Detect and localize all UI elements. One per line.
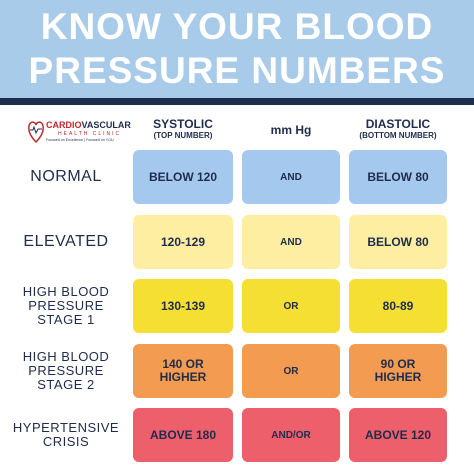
column-title: SYSTOLIC <box>153 117 213 131</box>
logo-name-part: CARDIO <box>46 120 82 130</box>
table-cell: 130-139 <box>133 279 233 333</box>
row-label-line: NORMAL <box>30 168 102 185</box>
row-label: HYPERTENSIVE CRISIS <box>0 408 132 462</box>
table-cell: AND <box>242 215 340 269</box>
table-cell: AND/OR <box>242 408 340 462</box>
table-cell: 120-129 <box>133 215 233 269</box>
column-header: SYSTOLIC (TOP NUMBER) <box>133 118 233 141</box>
logo: CARDIOVASCULAR HEALTH CLINIC Focused on … <box>28 118 131 150</box>
row-label: HIGH BLOOD PRESSURE STAGE 2 <box>0 344 132 398</box>
row-label-line: HIGH BLOOD <box>22 349 110 364</box>
row-label-line: HYPERTENSIVE <box>12 420 120 435</box>
table-cell: BELOW 120 <box>133 150 233 204</box>
row-label-line: STAGE 1 <box>37 312 95 327</box>
logo-heart-icon <box>28 121 44 144</box>
row-label-line: PRESSURE <box>28 298 104 313</box>
table-cell: 80-89 <box>349 279 447 333</box>
table-cell: BELOW 80 <box>349 150 447 204</box>
column-header: mm Hg <box>242 124 340 137</box>
table-cell: ABOVE 180 <box>133 408 233 462</box>
row-label-line: CRISIS <box>42 434 90 449</box>
logo-subtitle: HEALTH CLINIC <box>58 131 122 137</box>
logo-name: CARDIOVASCULAR <box>46 120 131 130</box>
table-cell: BELOW 80 <box>349 215 447 269</box>
table-cell: OR <box>242 279 340 333</box>
row-label-line: PRESSURE <box>28 363 104 378</box>
table-cell: 140 OR HIGHER <box>133 344 233 398</box>
column-subtitle: (BOTTOM NUMBER) <box>359 131 437 140</box>
row-label: HIGH BLOOD PRESSURE STAGE 1 <box>0 279 132 333</box>
column-header: DIASTOLIC (BOTTOM NUMBER) <box>349 118 447 141</box>
header: KNOW YOUR BLOOD PRESSURE NUMBERS <box>0 0 474 98</box>
divider-stripe <box>0 98 474 105</box>
column-title: DIASTOLIC <box>365 117 431 131</box>
row-label-line: HIGH BLOOD <box>22 284 110 299</box>
column-title: mm Hg <box>270 123 312 137</box>
title-line: PRESSURE NUMBERS <box>28 50 446 91</box>
table-cell: ABOVE 120 <box>349 408 447 462</box>
logo-tagline: Focused on Excellence | Focused on YOU <box>46 138 114 142</box>
logo-name-part: VASCULAR <box>81 120 131 130</box>
row-label-line: STAGE 2 <box>37 377 95 392</box>
title-line: KNOW YOUR BLOOD <box>40 6 434 47</box>
row-label-line: ELEVATED <box>23 233 109 250</box>
table-cell: AND <box>242 150 340 204</box>
column-subtitle: (TOP NUMBER) <box>153 131 213 140</box>
row-label: NORMAL <box>0 150 132 204</box>
row-label: ELEVATED <box>0 215 132 269</box>
table-cell: 90 OR HIGHER <box>349 344 447 398</box>
table-cell: OR <box>242 344 340 398</box>
